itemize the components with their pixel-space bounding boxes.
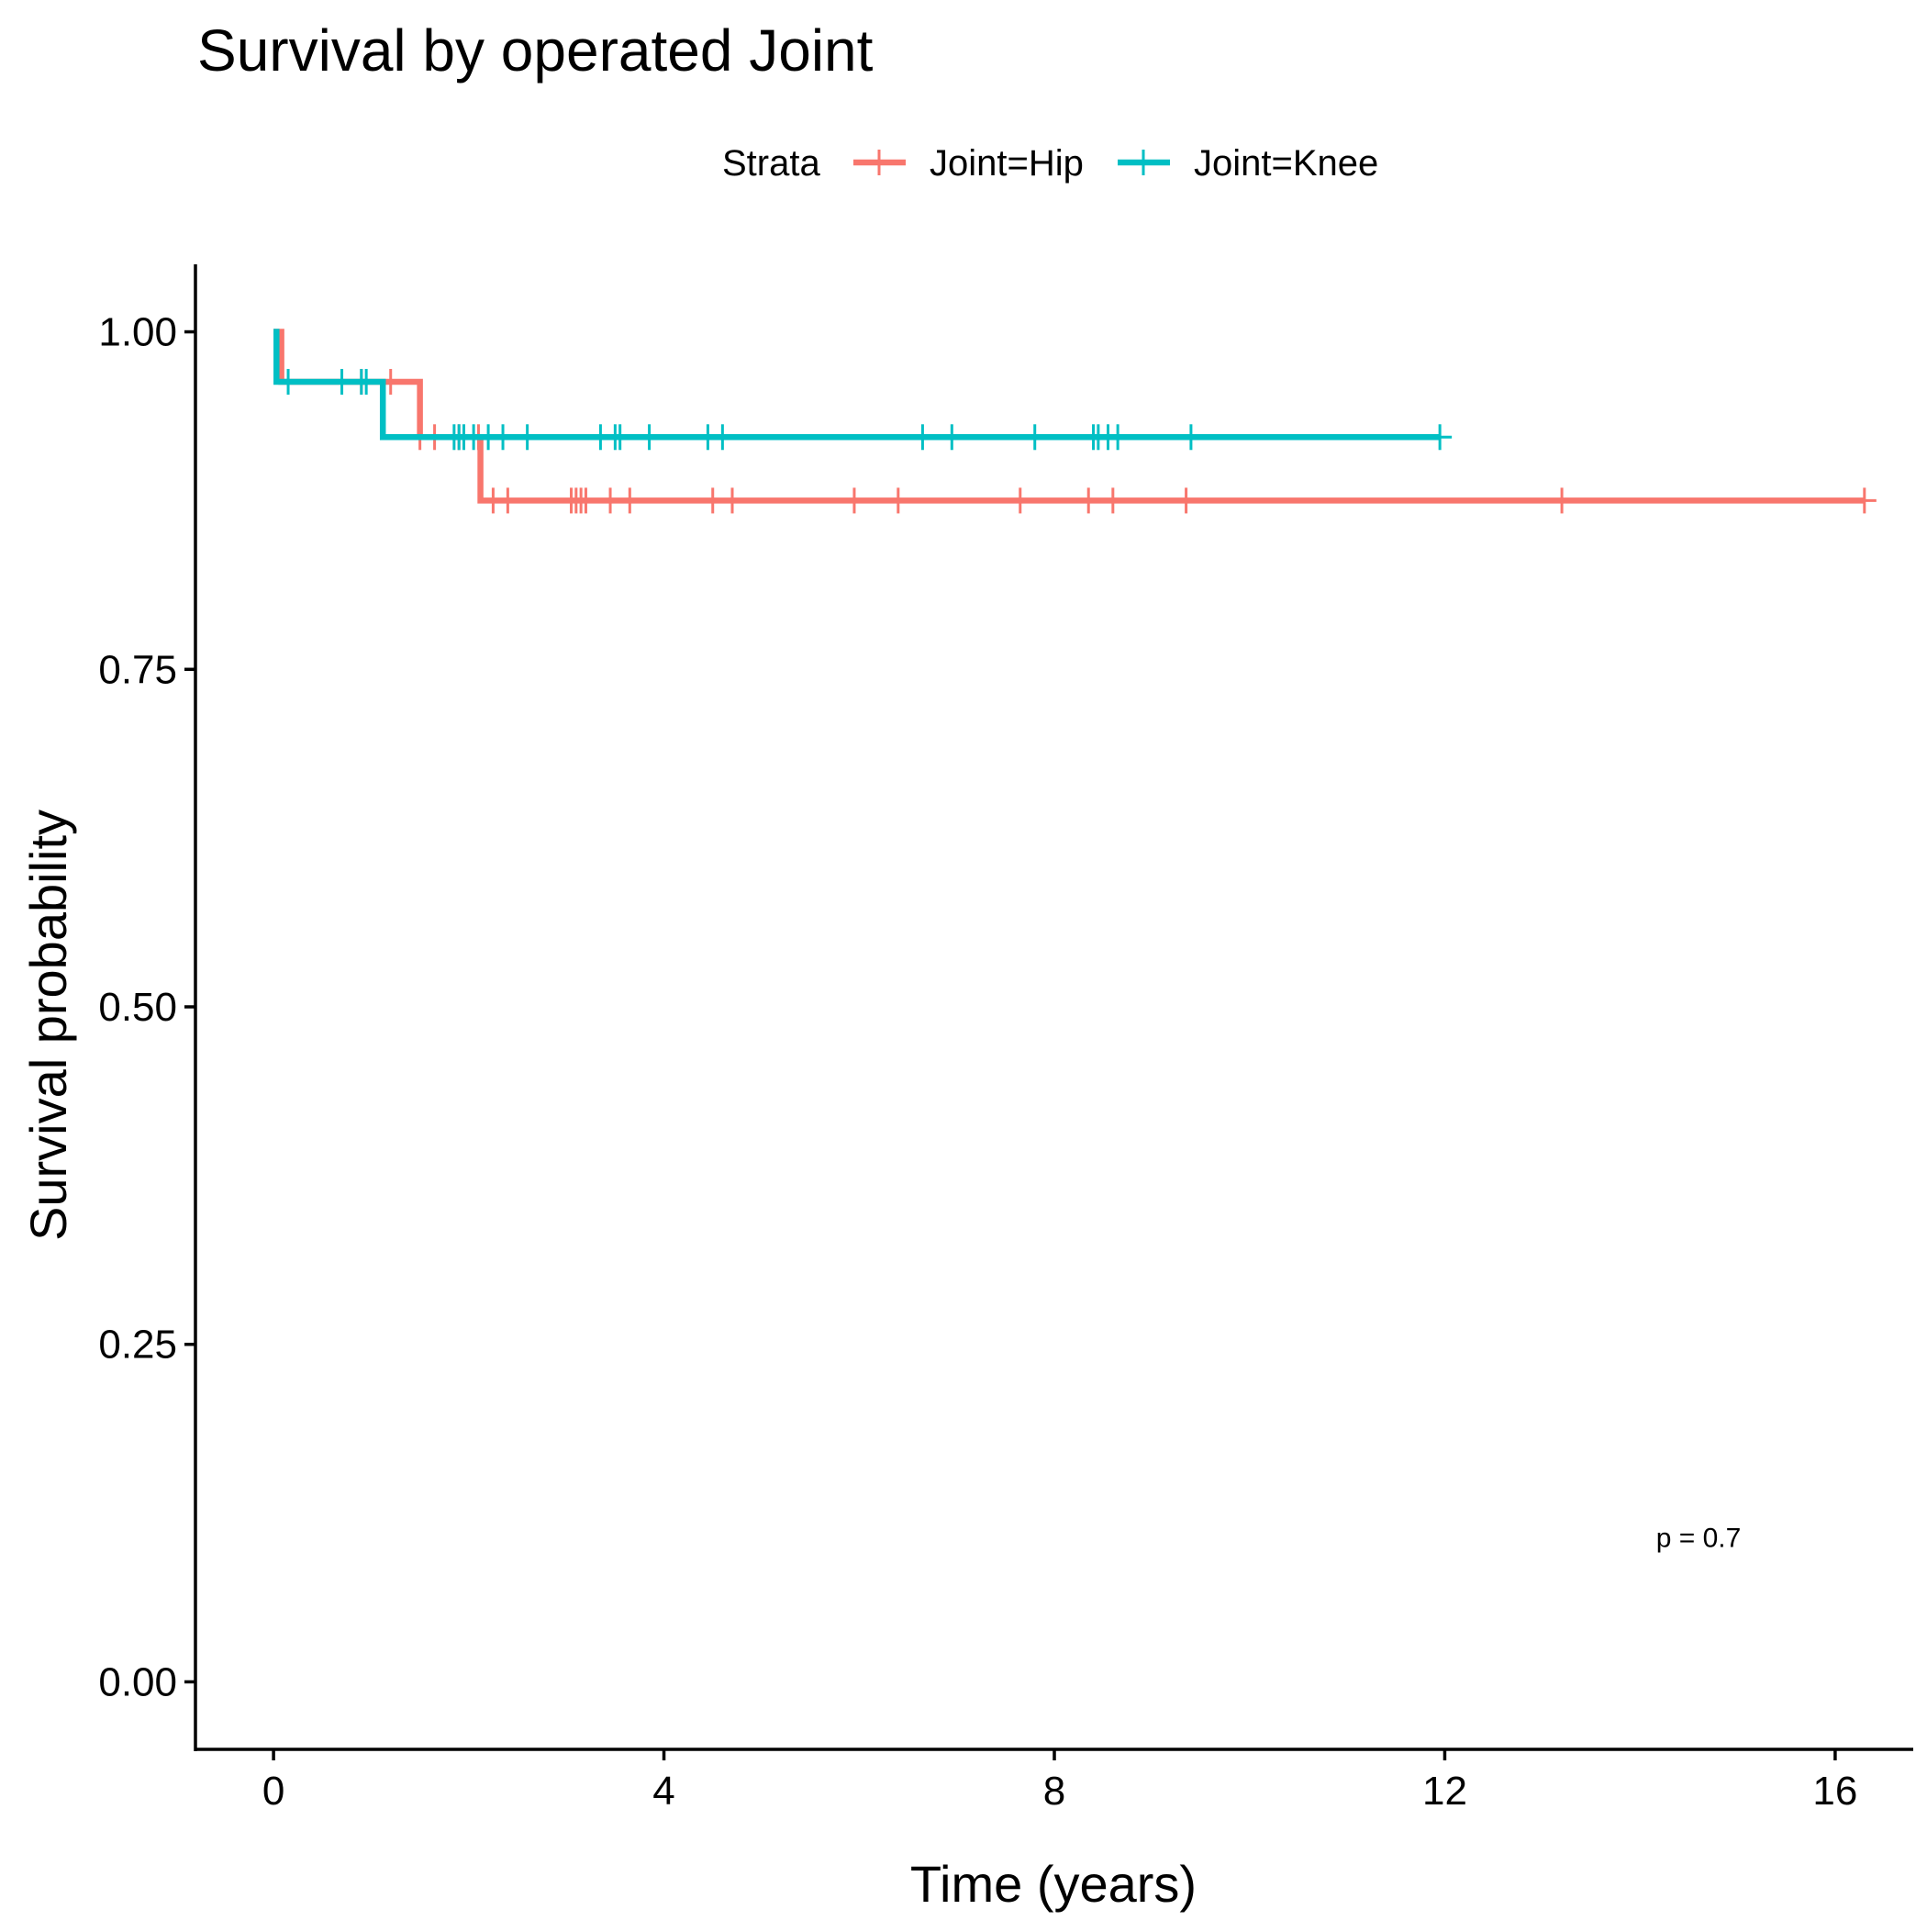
legend-title: Strata — [722, 143, 820, 184]
x-tick-label: 12 — [1422, 1769, 1467, 1814]
legend-label: Joint=Knee — [1194, 143, 1378, 184]
y-tick-label: 0.00 — [98, 1659, 177, 1704]
chart-title: Survival by operated Joint — [197, 17, 874, 84]
legend: Strata Joint=Hip Joint=Knee — [722, 143, 1378, 184]
p-value-annotation: p = 0.7 — [1656, 1523, 1742, 1553]
x-tick-label: 0 — [262, 1769, 284, 1814]
survival-step-line — [273, 329, 1441, 441]
y-tick-label: 0.25 — [98, 1323, 177, 1368]
y-axis-ticks: 0.00 0.25 0.50 0.75 1.00 — [98, 310, 195, 1704]
x-axis-title: Time (years) — [910, 1855, 1197, 1913]
x-axis-ticks: 0 4 8 12 16 — [262, 1749, 1857, 1814]
y-axis-title: Survival probability — [19, 810, 77, 1241]
x-tick-label: 8 — [1043, 1769, 1065, 1814]
series-joint-hip — [273, 329, 1877, 514]
y-tick-label: 0.50 — [98, 985, 177, 1030]
legend-key — [853, 150, 906, 175]
x-tick-label: 16 — [1812, 1769, 1857, 1814]
legend-label: Joint=Hip — [930, 143, 1084, 184]
x-tick-label: 4 — [652, 1769, 674, 1814]
legend-key — [1118, 150, 1170, 175]
plot-area — [273, 329, 1877, 514]
y-tick-label: 1.00 — [98, 310, 177, 355]
survival-step-line — [273, 329, 1865, 504]
y-tick-label: 0.75 — [98, 647, 177, 692]
series-joint-knee — [273, 329, 1453, 451]
